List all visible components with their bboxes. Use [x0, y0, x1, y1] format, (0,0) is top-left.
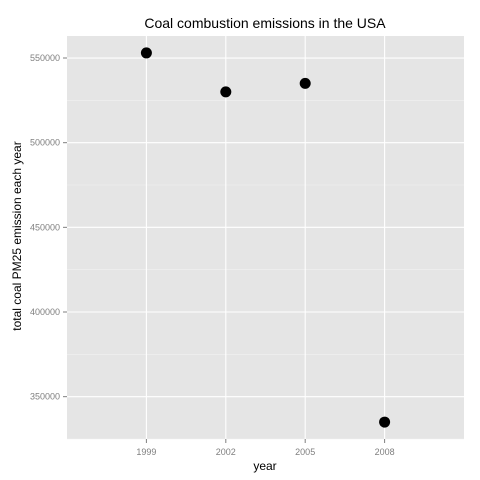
data-points: [140, 47, 391, 428]
chart-title: Coal combustion emissions in the USA: [144, 15, 386, 31]
y-axis-title: total coal PM25 emission each year: [10, 141, 24, 330]
data-point: [140, 47, 152, 59]
x-tick-label: 2008: [375, 447, 395, 457]
data-point: [379, 416, 391, 428]
x-tick-label: 1999: [136, 447, 156, 457]
x-tick-label: 2005: [295, 447, 315, 457]
data-point: [220, 86, 232, 98]
y-tick-label: 550000: [30, 53, 60, 63]
x-axis-ticks: 1999 2002 2005 2008: [136, 439, 395, 457]
x-tick-label: 2002: [216, 447, 236, 457]
plot-panel: [67, 36, 464, 439]
y-tick-label: 400000: [30, 307, 60, 317]
x-axis-title: year: [253, 459, 276, 473]
data-point: [299, 77, 311, 89]
major-gridlines: [67, 36, 464, 439]
y-tick-label: 500000: [30, 138, 60, 148]
y-tick-label: 450000: [30, 222, 60, 232]
y-tick-label: 350000: [30, 392, 60, 402]
minor-gridlines: [67, 100, 464, 440]
y-axis-ticks: 350000 400000 450000 500000 550000: [30, 53, 67, 402]
